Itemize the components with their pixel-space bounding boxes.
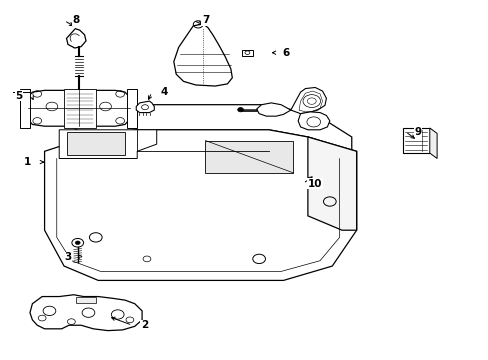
Polygon shape bbox=[64, 89, 96, 128]
Polygon shape bbox=[27, 90, 130, 126]
Polygon shape bbox=[173, 24, 232, 86]
Circle shape bbox=[237, 108, 243, 112]
Text: 4: 4 bbox=[160, 87, 167, 97]
Bar bbox=[402, 128, 429, 153]
Polygon shape bbox=[59, 105, 351, 151]
Text: 9: 9 bbox=[413, 127, 420, 136]
Polygon shape bbox=[256, 103, 290, 116]
Circle shape bbox=[75, 241, 80, 244]
Polygon shape bbox=[76, 297, 96, 303]
Text: 7: 7 bbox=[202, 15, 209, 26]
Polygon shape bbox=[290, 87, 326, 114]
Polygon shape bbox=[66, 132, 125, 155]
Polygon shape bbox=[30, 295, 142, 330]
Polygon shape bbox=[136, 101, 154, 113]
Polygon shape bbox=[44, 130, 356, 280]
Polygon shape bbox=[127, 89, 137, 128]
Polygon shape bbox=[20, 89, 30, 128]
Text: 6: 6 bbox=[282, 48, 289, 58]
Text: 5: 5 bbox=[16, 91, 23, 101]
Text: 2: 2 bbox=[141, 320, 148, 330]
Bar bbox=[242, 50, 252, 55]
Text: 8: 8 bbox=[73, 15, 80, 26]
Text: 3: 3 bbox=[64, 252, 71, 262]
Polygon shape bbox=[59, 130, 157, 158]
Polygon shape bbox=[66, 29, 86, 48]
Text: 1: 1 bbox=[24, 157, 31, 167]
Text: 10: 10 bbox=[307, 179, 322, 189]
Polygon shape bbox=[205, 140, 293, 173]
Polygon shape bbox=[298, 112, 329, 130]
Polygon shape bbox=[429, 128, 436, 158]
Polygon shape bbox=[307, 137, 356, 230]
